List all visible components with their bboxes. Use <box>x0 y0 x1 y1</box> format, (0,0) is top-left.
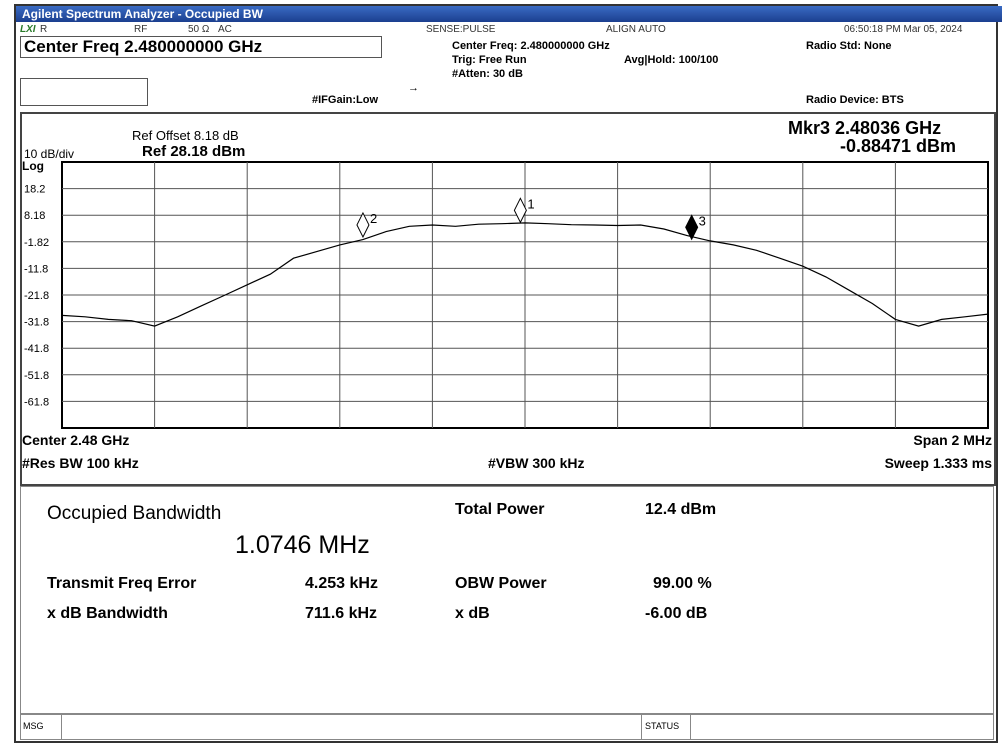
vbw: #VBW 300 kHz <box>488 455 585 471</box>
status-label: STATUS <box>645 721 680 731</box>
status-sense: SENSE:PULSE <box>426 24 496 35</box>
avg-hold: Avg|Hold: 100/100 <box>624 54 719 66</box>
center-freq-small: Center Freq: 2.480000000 GHz <box>452 40 610 52</box>
if-gain: #IFGain:Low <box>312 94 378 106</box>
xdb-label: x dB <box>455 605 490 622</box>
status-impedance: 50 Ω <box>188 24 210 35</box>
arrow-icon: → <box>408 82 419 94</box>
status-coupling: AC <box>218 24 232 35</box>
ref-level: Ref 28.18 dBm <box>142 143 246 160</box>
scale: 10 dB/div <box>24 147 75 161</box>
y-tick-label: -21.8 <box>24 290 49 302</box>
total-power-label: Total Power <box>455 501 545 518</box>
atten: #Atten: 30 dB <box>452 68 523 80</box>
marker-freq: Mkr3 2.48036 GHz <box>788 118 942 138</box>
xdb-bw-value: 711.6 kHz <box>305 605 378 622</box>
freq-error-label: Transmit Freq Error <box>47 575 197 592</box>
y-tick-label: -31.8 <box>24 317 49 329</box>
trace <box>61 222 989 327</box>
msg-label: MSG <box>23 721 44 731</box>
log-label: Log <box>22 159 44 173</box>
marker-level: -0.88471 dBm <box>840 136 957 156</box>
y-tick-label: -11.8 <box>24 263 48 275</box>
center-freq: Center Freq 2.480000000 GHz <box>24 37 263 56</box>
y-tick-label: -51.8 <box>24 370 49 382</box>
results-panel: Occupied Bandwidth 1.0746 MHz Total Powe… <box>20 486 994 714</box>
y-tick-label: -1.82 <box>24 237 49 249</box>
spectrum-plot: Log 18.2 8.18 -1.82 -11.8 -21.8 -31.8 -41.8 -51… <box>22 159 989 429</box>
y-tick-label: -61.8 <box>24 396 49 408</box>
sweep: Sweep 1.333 ms <box>884 455 992 471</box>
status-align: ALIGN AUTO <box>606 24 666 35</box>
marker-label: 2 <box>370 211 377 226</box>
obw-value: 1.0746 MHz <box>235 531 370 559</box>
marker <box>513 197 527 224</box>
span-label: Span 2 MHz <box>913 432 992 448</box>
window-title: Agilent Spectrum Analyzer - Occupied BW <box>16 6 1002 22</box>
y-tick-label: -41.8 <box>24 343 49 355</box>
obw-title: Occupied Bandwidth <box>47 503 222 524</box>
ref-offset: Ref Offset 8.18 dB <box>132 128 239 143</box>
radio-device: Radio Device: BTS <box>806 94 904 106</box>
freq-error-value: 4.253 kHz <box>305 575 378 592</box>
radio-std: Radio Std: None <box>806 40 892 52</box>
status-rf: RF <box>134 24 148 35</box>
trig: Trig: Free Run <box>452 54 527 66</box>
marker <box>685 214 699 241</box>
msg-cell <box>21 715 62 739</box>
y-tick-label: 8.18 <box>24 210 45 222</box>
y-tick-label: 18.2 <box>24 184 45 196</box>
total-power-value: 12.4 dBm <box>645 501 717 518</box>
center-label: Center 2.48 GHz <box>22 432 130 448</box>
bottom-bar: MSG STATUS <box>20 714 994 740</box>
xdb-bw-label: x dB Bandwidth <box>47 605 168 622</box>
res-bw: #Res BW 100 kHz <box>22 455 139 471</box>
obw-power-value: 99.00 % <box>653 575 712 592</box>
input-box[interactable] <box>20 78 148 106</box>
lxi-logo: LXI <box>20 24 36 35</box>
marker-label: 3 <box>699 213 706 228</box>
obw-power-label: OBW Power <box>455 575 547 592</box>
status-r: R <box>40 24 48 35</box>
status-clock: 06:50:18 PM Mar 05, 2024 <box>844 24 963 35</box>
status-cell <box>641 715 691 739</box>
xdb-value: -6.00 dB <box>645 605 708 622</box>
marker <box>356 211 370 239</box>
analyzer-screen: Agilent Spectrum Analyzer - Occupied BW … <box>14 4 1002 743</box>
center-freq-box[interactable] <box>20 36 382 58</box>
marker-label: 1 <box>527 196 534 211</box>
